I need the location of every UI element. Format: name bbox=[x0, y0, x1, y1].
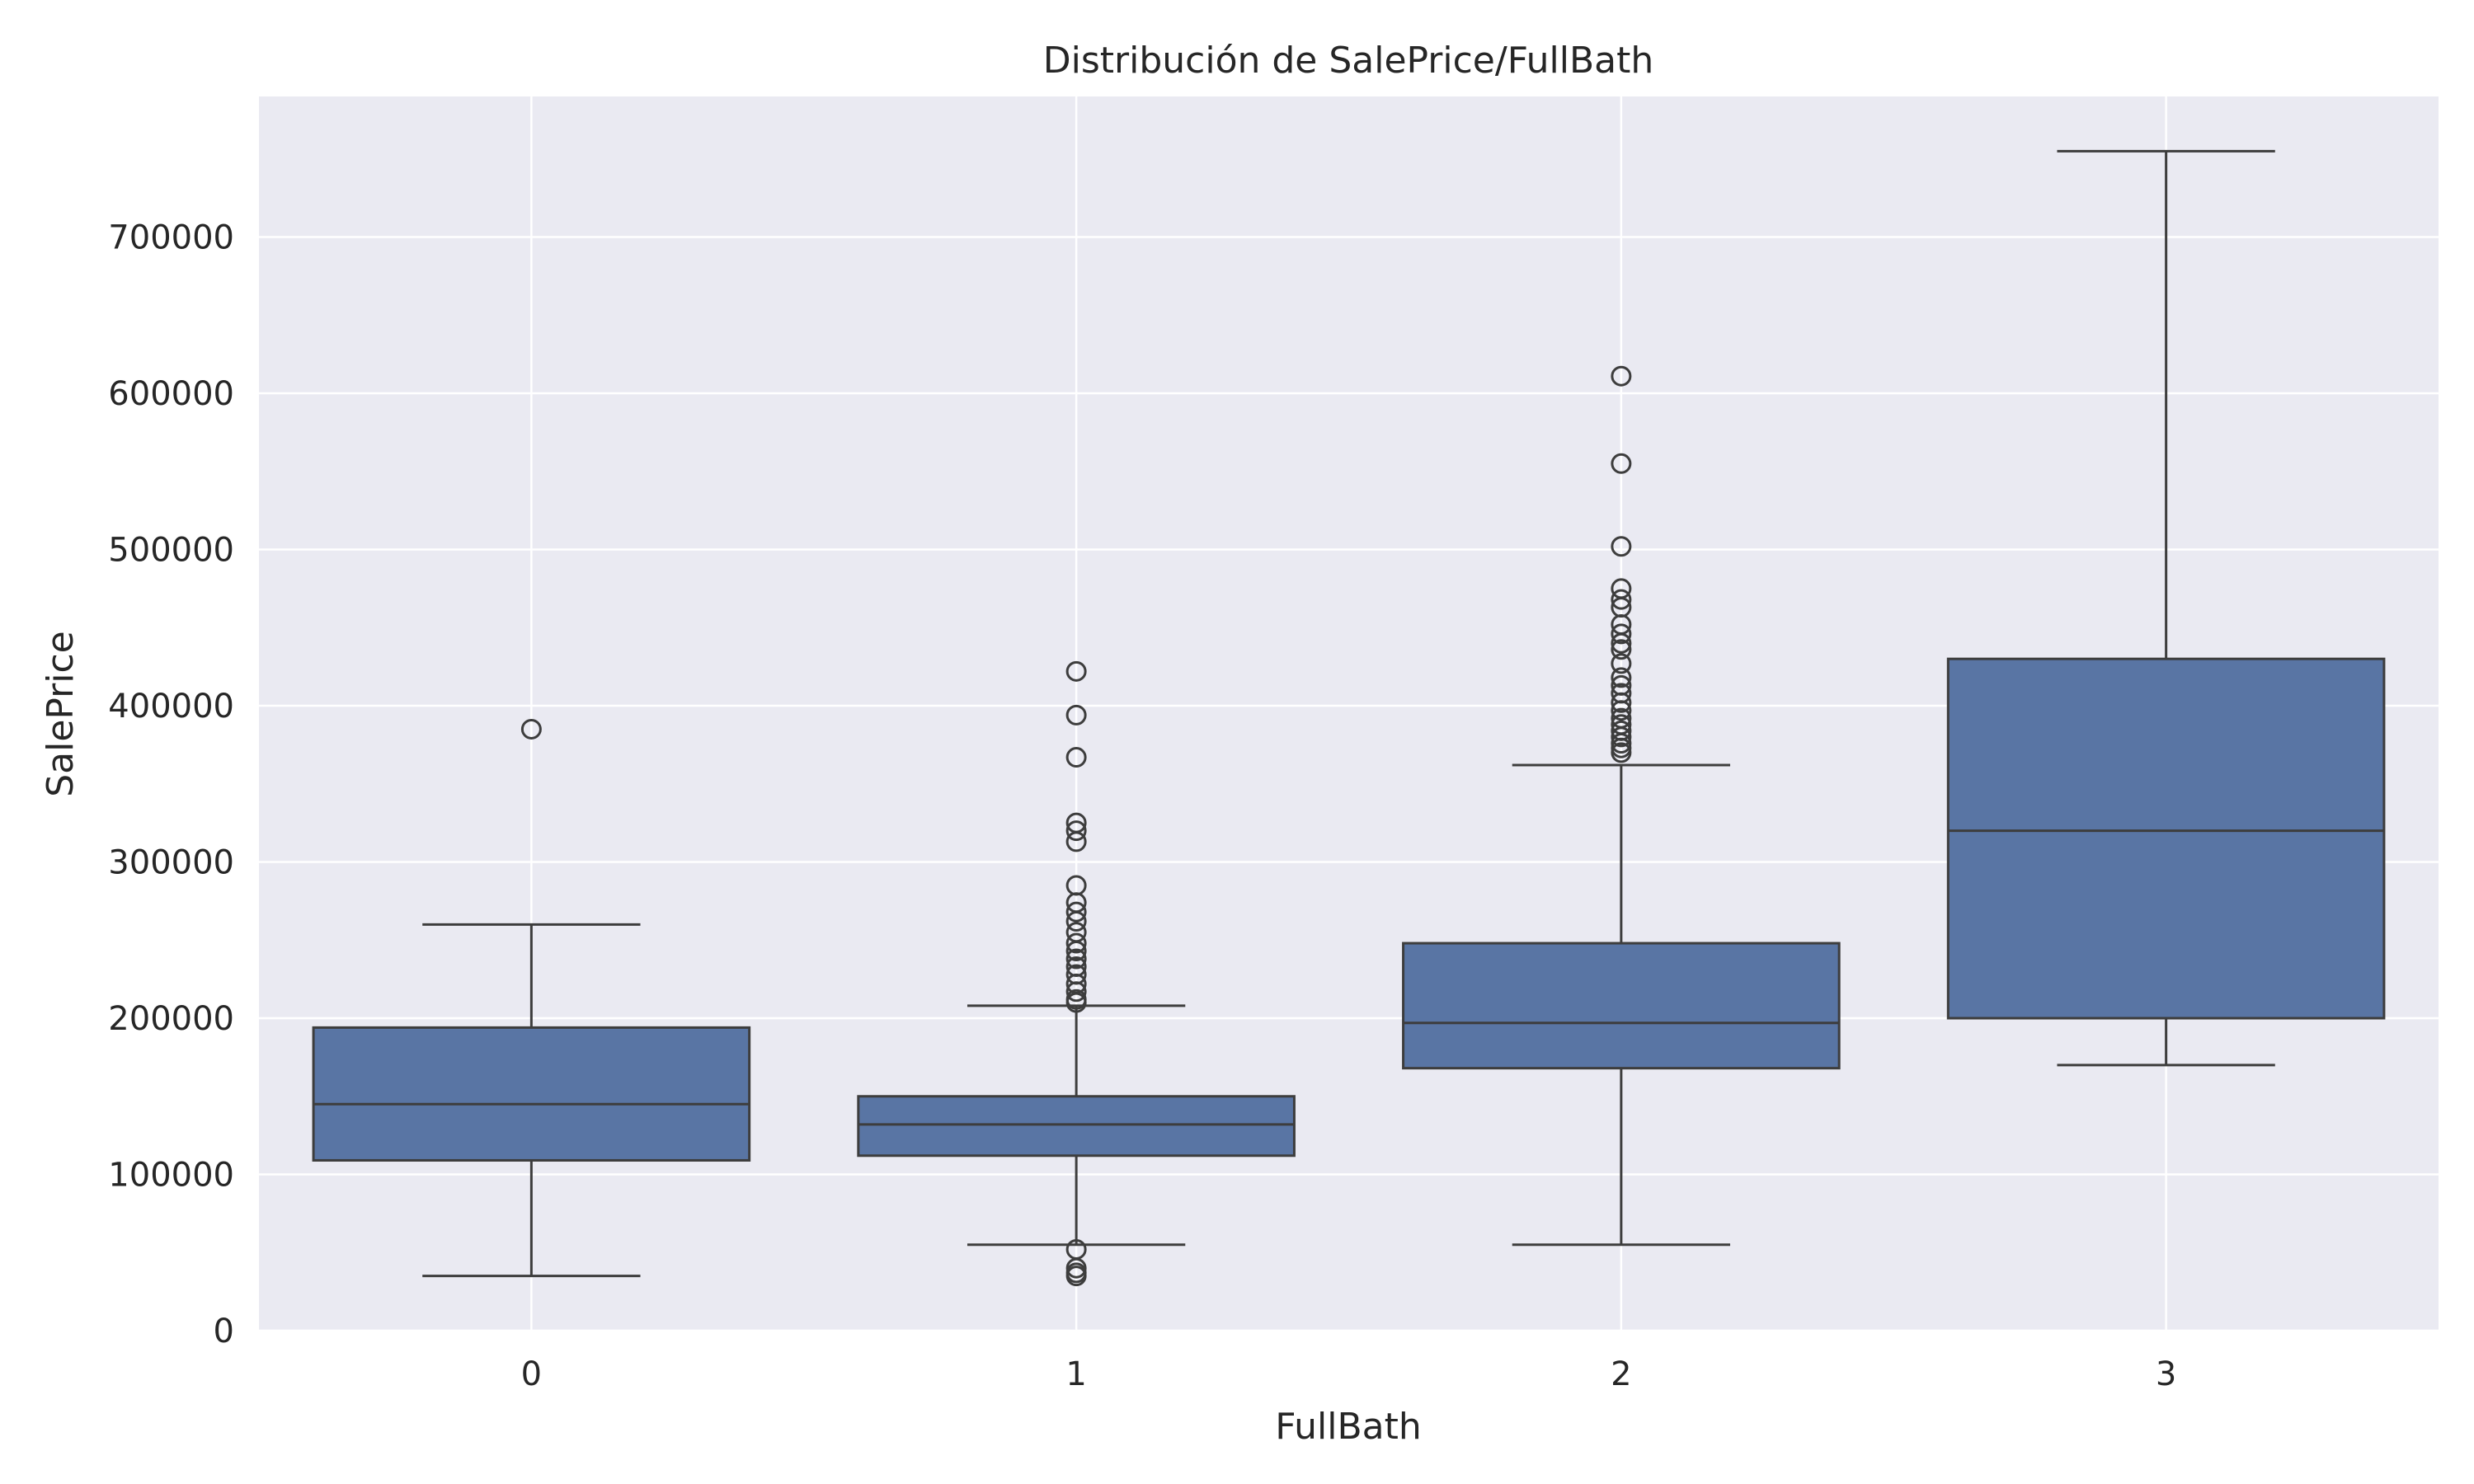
outlier-point bbox=[1611, 726, 1632, 748]
box-group-2 bbox=[1402, 365, 1841, 1247]
outlier-point bbox=[1611, 632, 1632, 654]
box-iqr bbox=[312, 1026, 751, 1162]
x-tick-label: 1 bbox=[1065, 1355, 1086, 1393]
outlier-point bbox=[1065, 660, 1087, 682]
outlier-point bbox=[1611, 639, 1632, 660]
box-group-0 bbox=[312, 718, 751, 1278]
outlier-point bbox=[520, 718, 542, 740]
outlier-point bbox=[1611, 692, 1632, 713]
outlier-point bbox=[1065, 992, 1087, 1013]
outlier-point bbox=[1611, 700, 1632, 721]
y-tick-label: 300000 bbox=[108, 844, 234, 882]
outlier-point bbox=[1065, 820, 1087, 842]
outlier-point bbox=[1611, 667, 1632, 688]
outlier-point bbox=[1611, 453, 1632, 474]
x-axis-ticks: 0 1 2 3 bbox=[521, 1355, 2177, 1393]
outlier-point bbox=[1065, 948, 1087, 970]
outlier-point bbox=[1065, 901, 1087, 923]
y-tick-label: 500000 bbox=[108, 532, 234, 570]
x-tick-label: 2 bbox=[1611, 1355, 1631, 1393]
outlier-point bbox=[1065, 911, 1087, 932]
outlier-point bbox=[1065, 932, 1087, 954]
box-iqr bbox=[1946, 657, 2386, 1020]
outlier-point bbox=[1611, 742, 1632, 763]
outlier-point bbox=[1065, 941, 1087, 962]
box-iqr bbox=[1402, 942, 1841, 1070]
box-iqr bbox=[857, 1095, 1296, 1158]
box-group-3 bbox=[1946, 149, 2386, 1067]
y-tick-label: 100000 bbox=[108, 1157, 234, 1195]
outlier-point bbox=[1065, 747, 1087, 768]
outlier-point bbox=[1611, 653, 1632, 674]
y-tick-label: 400000 bbox=[108, 688, 234, 726]
outlier-point bbox=[1611, 623, 1632, 645]
outlier-point bbox=[1065, 981, 1087, 1003]
outlier-point bbox=[1611, 365, 1632, 387]
outlier-point bbox=[1611, 589, 1632, 610]
y-tick-label: 0 bbox=[214, 1313, 234, 1350]
outlier-point bbox=[1065, 831, 1087, 852]
x-axis-label: FullBath bbox=[1275, 1406, 1422, 1448]
outlier-point bbox=[1065, 704, 1087, 726]
y-axis-label: SalePrice bbox=[40, 631, 82, 797]
y-tick-label: 200000 bbox=[108, 1000, 234, 1038]
chart-title: Distribución de SalePrice/FullBath bbox=[1043, 40, 1653, 82]
outlier-point bbox=[1065, 1266, 1087, 1287]
outlier-point bbox=[1611, 536, 1632, 557]
x-tick-label: 0 bbox=[521, 1355, 542, 1393]
box-group-1 bbox=[857, 660, 1296, 1287]
y-tick-label: 700000 bbox=[108, 219, 234, 257]
x-tick-label: 3 bbox=[2156, 1355, 2176, 1393]
boxes bbox=[312, 149, 2386, 1287]
y-axis-ticks: 0 100000 200000 300000 400000 500000 600000 700… bbox=[108, 219, 234, 1350]
y-tick-label: 600000 bbox=[108, 375, 234, 413]
